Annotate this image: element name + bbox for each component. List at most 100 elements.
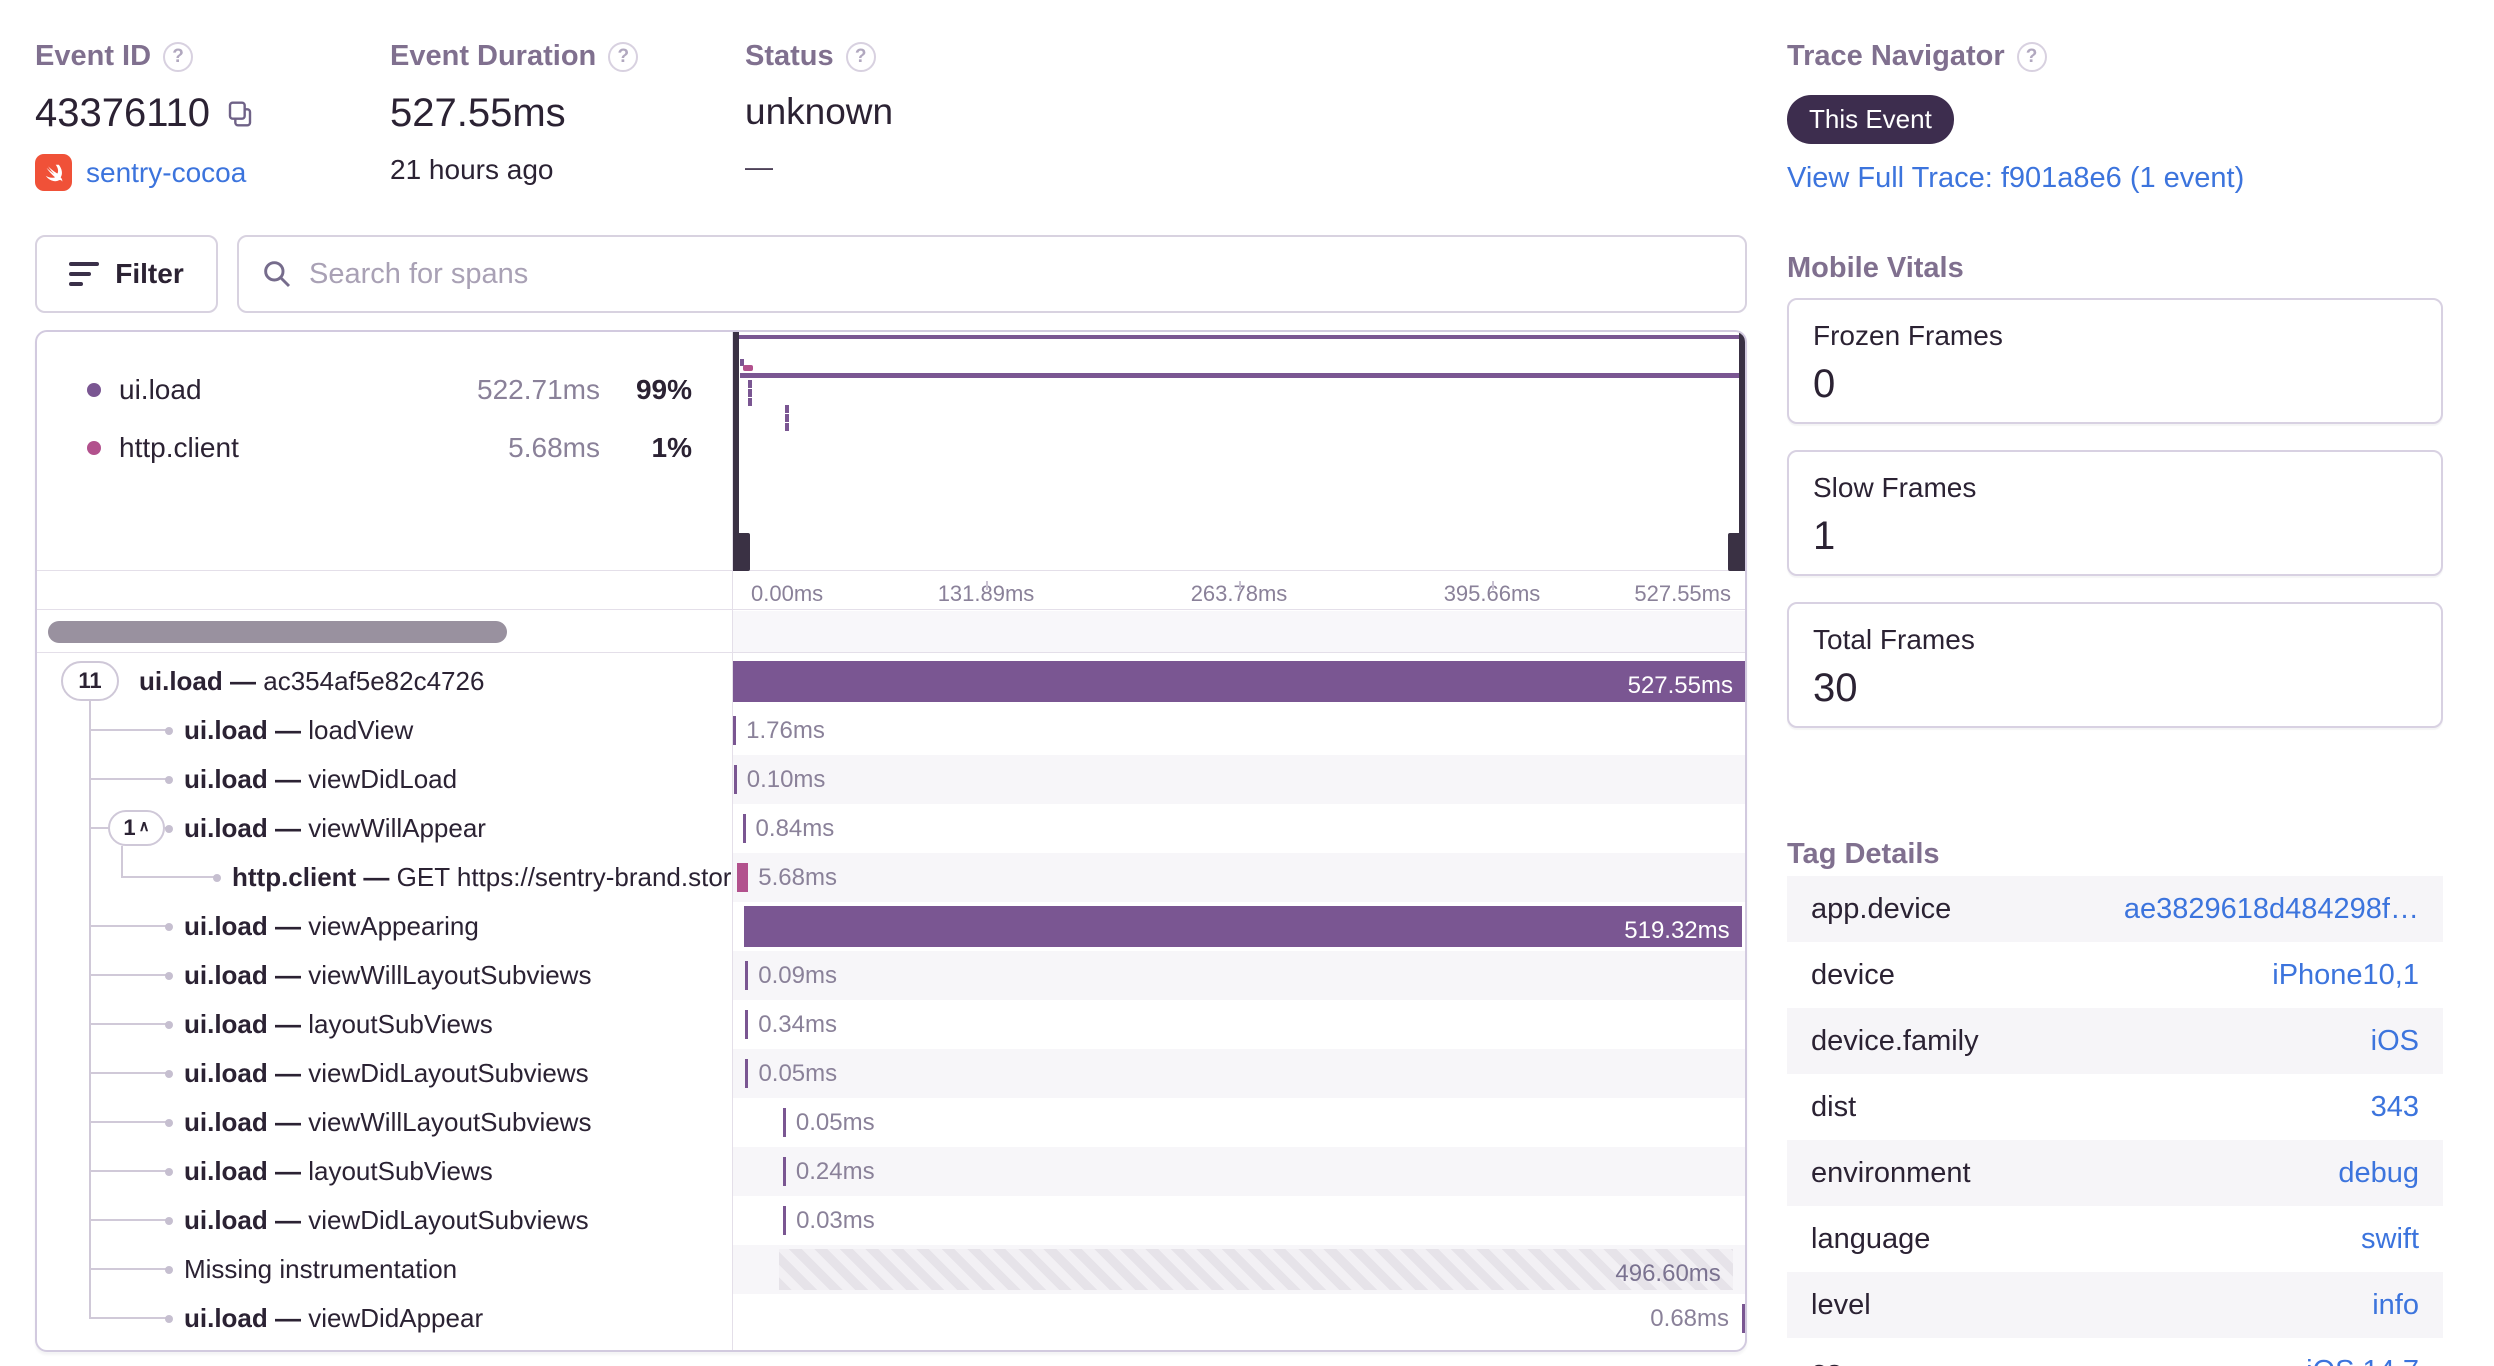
this-event-badge[interactable]: This Event (1787, 95, 1954, 144)
span-row[interactable]: ui.load — viewDidAppear (37, 1294, 732, 1343)
tag-value-link[interactable]: iOS (2370, 1024, 2419, 1057)
span-duration-label: 0.34ms (758, 1011, 837, 1038)
span-duration-label: 0.68ms (1650, 1305, 1729, 1332)
span-bar (742, 814, 746, 843)
legend-row[interactable]: http.client 5.68ms 1% (37, 423, 732, 473)
tag-value-link[interactable]: swift (2361, 1222, 2419, 1255)
collapse-pill[interactable]: 1 ∧ (108, 810, 165, 846)
tag-value-link[interactable]: 343 (2370, 1090, 2419, 1123)
tree-connector-line (89, 1219, 169, 1221)
minimap-right-handle[interactable] (1739, 332, 1745, 571)
span-row[interactable]: ui.load — layoutSubViews (37, 1147, 732, 1196)
legend-row[interactable]: ui.load 522.71ms 99% (37, 365, 732, 415)
horizontal-scrollbar[interactable] (48, 621, 507, 643)
minimap-span-line (740, 373, 1740, 378)
span-row[interactable]: ui.load — viewDidLoad (37, 755, 732, 804)
minimap-right-handle-grip[interactable] (1728, 533, 1745, 571)
tag-value-link[interactable]: iOS 14.7 (2306, 1355, 2419, 1366)
span-row[interactable]: ui.load — layoutSubViews (37, 1000, 732, 1049)
span-row[interactable]: ui.load — viewDidLayoutSubviews (37, 1196, 732, 1245)
time-axis: 0.00ms 131.89ms 263.78ms 395.66ms 527.55ms (37, 572, 1745, 610)
search-input[interactable] (309, 257, 1723, 291)
span-bar-row[interactable]: 0.68ms (732, 1294, 1745, 1343)
span-row[interactable]: ui.load — viewWillLayoutSubviews (37, 1098, 732, 1147)
vital-card: Total Frames 30 (1787, 602, 2443, 728)
help-icon[interactable]: ? (845, 41, 876, 72)
tag-key: dist (1811, 1090, 1857, 1123)
span-bar-row[interactable]: 519.32ms (732, 902, 1745, 951)
event-duration-label: Event Duration (390, 40, 597, 72)
event-id-value: 43376110 (35, 91, 210, 135)
tag-value-link[interactable]: ae3829618d484298f… (2123, 892, 2419, 925)
span-row[interactable]: ui.load — viewAppearing (37, 902, 732, 951)
tag-row: language swift (1787, 1206, 2443, 1272)
span-row[interactable]: ui.load — viewDidLayoutSubviews (37, 1049, 732, 1098)
span-bar-row[interactable]: 0.84ms (732, 804, 1745, 853)
tag-row: device iPhone10,1 (1787, 942, 2443, 1008)
minimap-left-handle[interactable] (733, 332, 739, 571)
span-duration-label: 0.05ms (795, 1109, 875, 1136)
span-tree-row: ui.load — viewAppearing 519.32ms (37, 902, 1745, 951)
project-link[interactable]: sentry-cocoa (86, 156, 247, 188)
span-duration-label: 1.76ms (746, 717, 825, 744)
legend-op: ui.load (119, 374, 202, 405)
event-id-label: Event ID (35, 40, 152, 72)
minimap-left-handle-grip[interactable] (733, 533, 750, 571)
tag-value-link[interactable]: debug (2338, 1156, 2419, 1189)
span-row[interactable]: 11 ui.load — ac354af5e82c4726 (37, 657, 732, 706)
tree-connector-dot-icon (165, 972, 173, 980)
span-bar-row[interactable]: 496.60ms (732, 1245, 1745, 1294)
tag-value-link[interactable]: info (2372, 1288, 2419, 1321)
axis-tick-icon (1239, 581, 1241, 590)
help-icon[interactable]: ? (163, 41, 194, 72)
vital-value: 1 (1813, 514, 1836, 558)
minimap[interactable] (733, 332, 1745, 571)
span-row[interactable]: 1 ∧ ui.load — viewWillAppear (37, 804, 732, 853)
copy-icon[interactable] (224, 98, 256, 130)
span-bar-row[interactable]: 1.76ms (732, 706, 1745, 755)
span-row[interactable]: http.client — GET https://sentry-brand.s… (37, 853, 732, 902)
span-row[interactable]: ui.load — viewWillLayoutSubviews (37, 951, 732, 1000)
help-icon[interactable]: ? (608, 41, 639, 72)
filter-button-label: Filter (115, 258, 184, 289)
legend-percent: 99% (635, 374, 692, 405)
span-duration-label: 496.60ms (1615, 1260, 1721, 1287)
span-duration-label: 527.55ms (1627, 672, 1733, 699)
filter-button[interactable]: Filter (35, 235, 218, 313)
tree-connector-dot-icon (165, 1021, 173, 1029)
span-bar: 527.55ms (732, 661, 1745, 702)
span-bar-row[interactable]: 527.55ms (732, 657, 1745, 706)
span-bar-row[interactable]: 0.34ms (732, 1000, 1745, 1049)
tag-key: os (1811, 1355, 1842, 1366)
span-description: ui.load — layoutSubViews (184, 1156, 493, 1186)
span-row[interactable]: ui.load — loadView (37, 706, 732, 755)
pane-divider (732, 332, 733, 1350)
span-bar-row[interactable]: 0.05ms (732, 1098, 1745, 1147)
minimap-span-mark (785, 405, 789, 431)
span-bar (733, 765, 737, 794)
span-bar-row[interactable]: 0.03ms (732, 1196, 1745, 1245)
status-subtext: — (745, 151, 773, 182)
mobile-vitals-title: Mobile Vitals (1787, 252, 1964, 284)
tree-connector-dot-icon (165, 1217, 173, 1225)
span-bar-row[interactable]: 0.10ms (732, 755, 1745, 804)
trace-navigator-title: Trace Navigator (1787, 40, 2005, 72)
tag-row: dist 343 (1787, 1074, 2443, 1140)
span-bar-row[interactable]: 0.05ms (732, 1049, 1745, 1098)
help-icon[interactable]: ? (2016, 41, 2047, 72)
span-bar-row[interactable]: 0.24ms (732, 1147, 1745, 1196)
status-section: Status ? unknown — (745, 40, 893, 183)
tag-key: device (1811, 958, 1895, 991)
span-bar-row[interactable]: 5.68ms (732, 853, 1745, 902)
tag-value-link[interactable]: iPhone10,1 (2272, 958, 2419, 991)
tree-connector-line (89, 729, 169, 731)
search-icon (261, 258, 293, 290)
span-bar-row[interactable]: 0.09ms (732, 951, 1745, 1000)
view-full-trace-link[interactable]: View Full Trace: f901a8e6 (1 event) (1787, 162, 2245, 194)
span-row[interactable]: Missing instrumentation (37, 1245, 732, 1294)
legend-percent: 1% (651, 432, 692, 463)
span-tree-row: 1 ∧ ui.load — viewWillAppear 0.84ms (37, 804, 1745, 853)
filter-icon (69, 262, 100, 286)
span-count-pill[interactable]: 11 (61, 661, 119, 701)
